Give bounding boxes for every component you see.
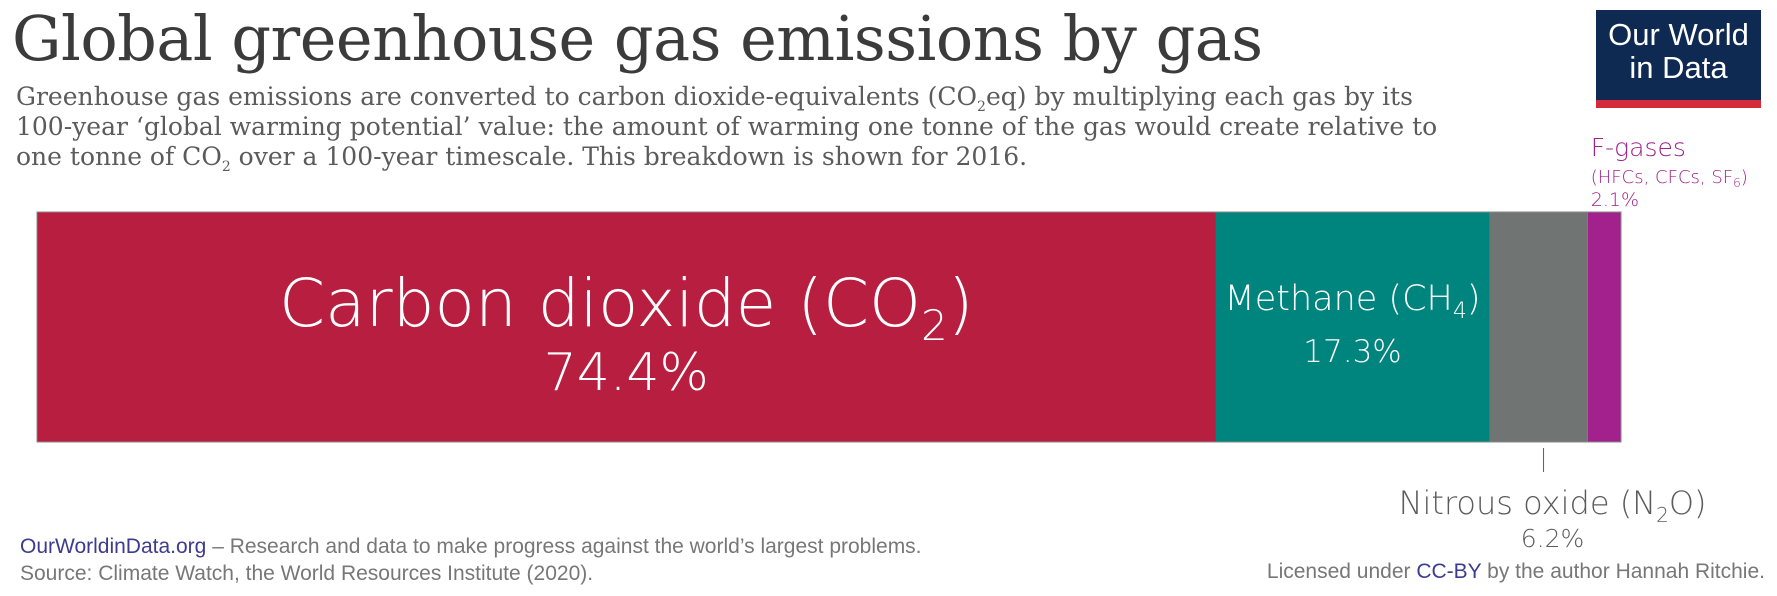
- logo-line1: Our World: [1608, 17, 1749, 52]
- fgases-detail-text: (HFCs, CFCs, SF: [1591, 167, 1733, 188]
- fgases-detail-sub: 6: [1733, 176, 1741, 190]
- co2-value: 74.4%: [544, 343, 709, 403]
- nitrous-label-sub: 2: [1656, 503, 1669, 527]
- bar-segment-0: [37, 212, 1216, 442]
- nitrous-label-end: O): [1669, 484, 1707, 522]
- methane-label-end: ): [1467, 279, 1481, 319]
- footer-tagline: – Research and data to make progress aga…: [206, 535, 922, 558]
- nitrous-label: Nitrous oxide (N2O): [1399, 484, 1707, 527]
- co2-label-text: Carbon dioxide (CO: [279, 265, 921, 342]
- subtitle-line2: 100-year ‘global warming potential’ valu…: [16, 112, 1438, 141]
- chart-subtitle: Greenhouse gas emissions are converted t…: [16, 82, 1556, 175]
- fgases-value: 2.1%: [1591, 189, 1639, 211]
- co2-label-end: ): [948, 265, 974, 342]
- source-note: Source: Climate Watch, the World Resourc…: [20, 562, 594, 585]
- subtitle-line3-sub: 2: [221, 159, 231, 175]
- subtitle-line3-post: over a 100-year timescale. This breakdow…: [230, 142, 1028, 171]
- nitrous-value: 6.2%: [1521, 524, 1585, 553]
- subtitle-line1-pre: Greenhouse gas emissions are converted t…: [16, 82, 978, 111]
- bar-outline: [36, 211, 1622, 443]
- license-pre: Licensed under: [1266, 560, 1417, 583]
- nitrous-label-text: Nitrous oxide (N: [1399, 484, 1657, 522]
- subtitle-line3-pre: one tonne of CO: [16, 142, 222, 171]
- footer-left: OurWorldinData.org – Research and data t…: [20, 533, 922, 587]
- bar-segment-3: [1587, 212, 1621, 442]
- our-world-in-data-logo[interactable]: Our World in Data: [1596, 10, 1761, 108]
- fgases-label: F-gases: [1591, 133, 1686, 162]
- page-title: Global greenhouse gas emissions by gas: [12, 2, 1263, 75]
- methane-value: 17.3%: [1303, 334, 1401, 370]
- methane-label-sub: 4: [1453, 299, 1467, 324]
- bar-segment-1: [1215, 212, 1490, 442]
- methane-label: Methane (CH4): [1225, 279, 1481, 324]
- bar-segment-2: [1489, 212, 1588, 442]
- license-link[interactable]: CC-BY: [1416, 560, 1482, 583]
- logo-line2: in Data: [1629, 50, 1728, 85]
- fgases-detail-end: ): [1741, 167, 1748, 188]
- fgases-detail: (HFCs, CFCs, SF6): [1591, 167, 1748, 190]
- co2-label: Carbon dioxide (CO2): [279, 265, 973, 350]
- license-post: by the author Hannah Ritchie.: [1481, 560, 1765, 583]
- license-note: Licensed under CC-BY by the author Hanna…: [1267, 560, 1765, 584]
- subtitle-line1-post: eq) by multiplying each gas by its: [985, 82, 1413, 111]
- methane-label-text: Methane (CH: [1225, 279, 1453, 319]
- site-link[interactable]: OurWorldinData.org: [20, 535, 207, 558]
- subtitle-line1-sub: 2: [977, 99, 986, 115]
- co2-label-sub: 2: [921, 301, 948, 350]
